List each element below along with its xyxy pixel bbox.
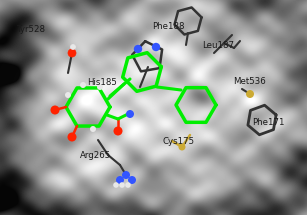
Text: His185: His185	[87, 78, 117, 87]
Circle shape	[125, 182, 131, 188]
Circle shape	[116, 176, 124, 184]
Circle shape	[68, 132, 76, 141]
Circle shape	[65, 92, 71, 98]
Circle shape	[80, 82, 86, 88]
Circle shape	[114, 126, 122, 135]
Circle shape	[122, 171, 130, 179]
Text: Phe188: Phe188	[152, 22, 185, 31]
Text: Leu187: Leu187	[203, 41, 235, 50]
Text: Cys175: Cys175	[163, 137, 195, 146]
Circle shape	[50, 106, 60, 115]
Circle shape	[113, 182, 119, 188]
Circle shape	[126, 110, 134, 118]
Circle shape	[97, 84, 103, 90]
Text: Phe171: Phe171	[252, 118, 284, 127]
Circle shape	[178, 143, 185, 150]
Circle shape	[90, 126, 96, 132]
Circle shape	[128, 176, 136, 184]
Circle shape	[68, 49, 76, 57]
Circle shape	[71, 45, 76, 49]
Circle shape	[119, 182, 125, 188]
Circle shape	[152, 43, 160, 51]
Circle shape	[246, 90, 254, 98]
Circle shape	[134, 45, 142, 53]
Text: Met536: Met536	[233, 77, 266, 86]
Text: Tyr528: Tyr528	[17, 25, 46, 34]
Text: Arg265: Arg265	[80, 151, 111, 160]
